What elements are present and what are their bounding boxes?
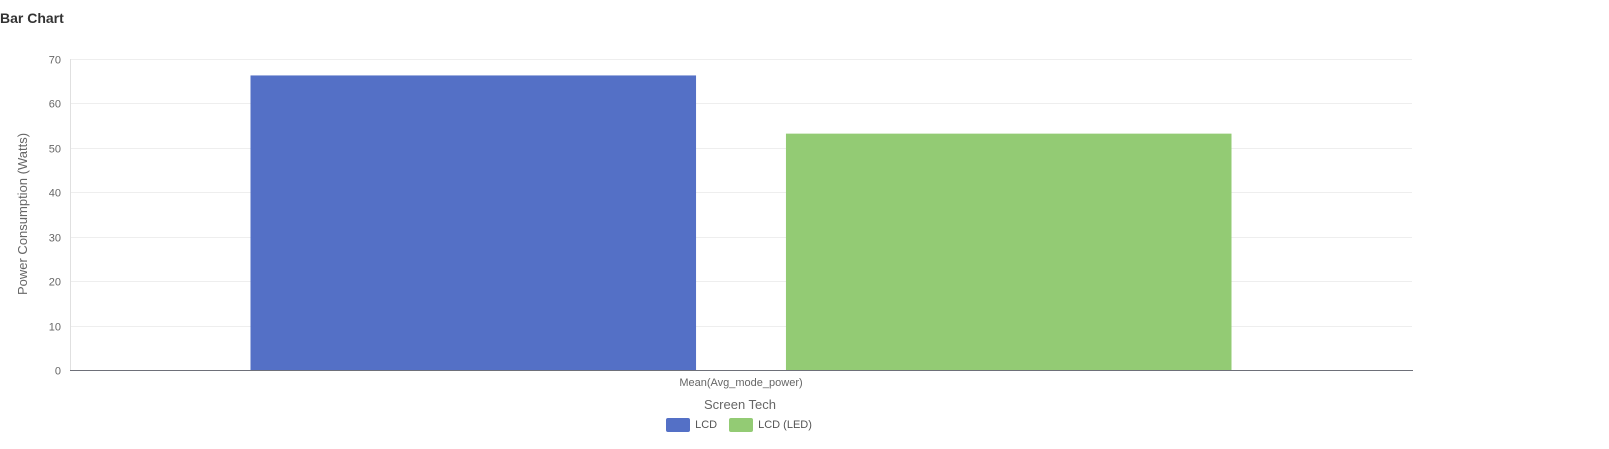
x-axis-title: Screen Tech (704, 397, 776, 412)
y-tick-label: 30 (49, 233, 61, 245)
bar-lcd[interactable] (250, 75, 697, 370)
y-tick-label: 10 (49, 322, 61, 334)
legend-label: LCD (695, 419, 718, 431)
legend-swatch (729, 418, 754, 432)
y-tick-label: 70 (49, 55, 61, 67)
bar-lcd-led[interactable] (785, 133, 1232, 370)
y-tick-label: 40 (49, 188, 61, 200)
x-category-label: Mean(Avg_mode_power) (679, 377, 802, 389)
chart-title: Bar Chart (0, 10, 64, 26)
y-tick-label: 20 (49, 277, 61, 289)
legend-item[interactable]: LCD (666, 418, 717, 432)
y-axis-ticks: 0 10 20 30 40 50 60 70 (49, 55, 61, 378)
legend-swatch (666, 418, 691, 432)
y-tick-label: 60 (49, 99, 61, 111)
y-tick-label: 50 (49, 144, 61, 156)
legend: LCD LCD (LED) (0, 418, 1478, 432)
legend-item[interactable]: LCD (LED) (729, 418, 812, 432)
legend-label: LCD (LED) (758, 419, 812, 431)
y-tick-label: 0 (55, 366, 61, 378)
x-axis-labels: Mean(Avg_mode_power) (679, 377, 802, 389)
bars (250, 75, 1232, 370)
y-axis-title: Power Consumption (Watts) (15, 133, 30, 295)
